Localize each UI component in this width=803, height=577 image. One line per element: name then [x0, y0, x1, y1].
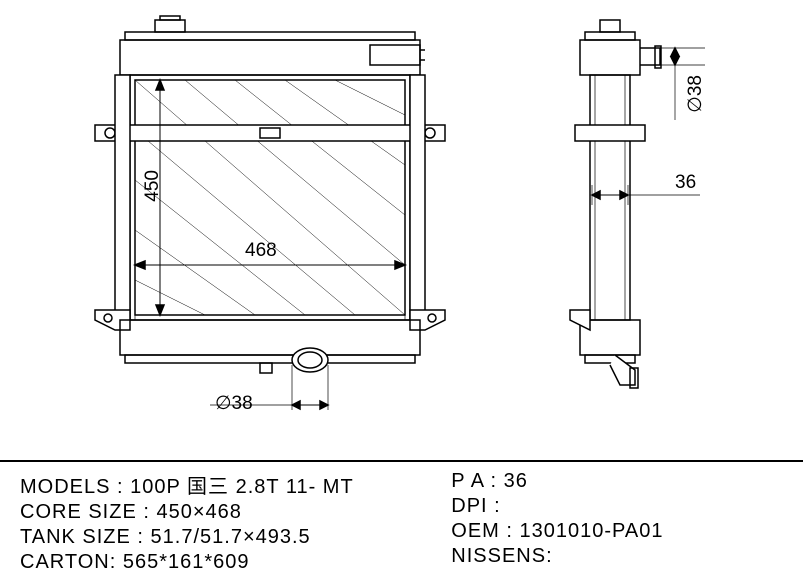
dim-height: 450 [142, 170, 164, 202]
dpi-label: DPI [451, 495, 487, 517]
spec-dpi: DPI : [451, 495, 783, 518]
spec-table: MODELS : 100P 国三 2.8T 11- MT CORE SIZE :… [0, 460, 803, 577]
carton-value: 565*161*609 [123, 551, 250, 573]
dim-port-bottom: ∅38 [215, 392, 253, 415]
spec-pa: P A : 36 [451, 470, 783, 493]
spec-tank: TANK SIZE : 51.7/51.7×493.5 [20, 526, 451, 549]
core-value: 450×468 [156, 501, 241, 523]
spec-nissens: NISSENS: [451, 545, 783, 568]
models-label: MODELS [20, 476, 110, 498]
dim-depth: 36 [675, 172, 696, 194]
spec-oem: OEM : 1301010-PA01 [451, 520, 783, 543]
spec-col-right: P A : 36 DPI : OEM : 1301010-PA01 NISSEN… [451, 470, 783, 569]
spec-col-left: MODELS : 100P 国三 2.8T 11- MT CORE SIZE :… [20, 470, 451, 569]
core-label: CORE SIZE [20, 501, 137, 523]
models-value: 100P 国三 2.8T 11- MT [130, 476, 354, 498]
tank-value: 51.7/51.7×493.5 [151, 526, 311, 548]
technical-drawing: 450 468 ∅38 ∅38 36 [0, 10, 803, 460]
tank-label: TANK SIZE [20, 526, 131, 548]
dim-width: 468 [245, 240, 277, 262]
spec-carton: CARTON: 565*161*609 [20, 551, 451, 574]
drawing-svg [0, 10, 803, 460]
spec-models: MODELS : 100P 国三 2.8T 11- MT [20, 470, 451, 499]
oem-value: 1301010-PA01 [520, 520, 664, 542]
spec-core: CORE SIZE : 450×468 [20, 501, 451, 524]
oem-label: OEM [451, 520, 500, 542]
carton-label: CARTON [20, 551, 110, 573]
nissens-label: NISSENS [451, 545, 546, 567]
pa-label: P A [451, 470, 484, 492]
dim-port-side: ∅38 [685, 75, 707, 113]
pa-value: 36 [504, 470, 528, 492]
